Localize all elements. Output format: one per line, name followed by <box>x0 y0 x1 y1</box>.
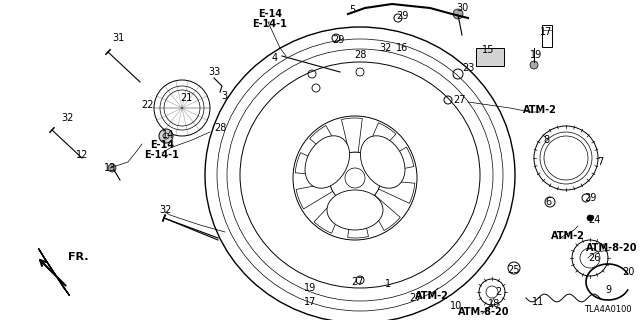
Text: 28: 28 <box>214 123 226 133</box>
Text: E-14-1: E-14-1 <box>253 19 287 29</box>
Text: E-14: E-14 <box>258 9 282 19</box>
Wedge shape <box>348 203 369 238</box>
Text: 4: 4 <box>272 53 278 63</box>
Text: 32: 32 <box>159 205 171 215</box>
Text: 3: 3 <box>221 91 227 101</box>
Text: 7: 7 <box>597 157 603 167</box>
Text: 13: 13 <box>104 163 116 173</box>
Text: 21: 21 <box>180 93 192 103</box>
Text: 29: 29 <box>332 35 344 45</box>
Text: 32: 32 <box>62 113 74 123</box>
Text: 15: 15 <box>482 45 494 55</box>
Wedge shape <box>296 183 333 209</box>
Text: 12: 12 <box>76 150 88 160</box>
Circle shape <box>108 164 116 172</box>
Bar <box>476 48 504 66</box>
Text: 27: 27 <box>410 293 422 303</box>
Text: 26: 26 <box>588 253 600 263</box>
Text: 23: 23 <box>462 63 474 73</box>
Text: 19: 19 <box>304 283 316 293</box>
Text: 24: 24 <box>588 215 600 225</box>
Text: 29: 29 <box>396 11 408 21</box>
Text: 31: 31 <box>112 33 124 43</box>
Text: E-14: E-14 <box>150 140 174 150</box>
Text: 17: 17 <box>540 27 552 37</box>
Text: 17: 17 <box>304 297 316 307</box>
Text: 18: 18 <box>488 299 500 309</box>
Text: 2: 2 <box>495 287 501 297</box>
Text: 27: 27 <box>454 95 467 105</box>
Text: FR.: FR. <box>68 252 88 262</box>
Wedge shape <box>314 197 345 233</box>
Ellipse shape <box>305 136 349 188</box>
Text: 14: 14 <box>162 130 174 140</box>
Text: 6: 6 <box>545 197 551 207</box>
Text: 32: 32 <box>379 43 391 53</box>
Text: E-14-1: E-14-1 <box>145 150 179 160</box>
Text: ATM-2: ATM-2 <box>551 231 585 241</box>
Text: 30: 30 <box>456 3 468 13</box>
Text: 19: 19 <box>530 50 542 60</box>
Text: 27: 27 <box>352 277 364 287</box>
Text: ATM-8-20: ATM-8-20 <box>586 243 637 253</box>
Wedge shape <box>342 118 362 153</box>
Text: 25: 25 <box>508 265 520 275</box>
Text: 9: 9 <box>605 285 611 295</box>
Text: 28: 28 <box>354 50 366 60</box>
Circle shape <box>587 215 593 221</box>
Wedge shape <box>365 123 396 159</box>
Text: 11: 11 <box>532 297 544 307</box>
Text: 29: 29 <box>584 193 596 203</box>
Text: 33: 33 <box>208 67 220 77</box>
Circle shape <box>530 61 538 69</box>
Circle shape <box>159 129 173 143</box>
Text: ATM-2: ATM-2 <box>415 291 449 301</box>
Text: 22: 22 <box>141 100 154 110</box>
Text: TLA4A0100: TLA4A0100 <box>584 306 632 315</box>
Text: ATM-8-20: ATM-8-20 <box>458 307 509 317</box>
Circle shape <box>453 9 463 19</box>
Ellipse shape <box>360 136 405 188</box>
Text: 8: 8 <box>543 135 549 145</box>
Text: 1: 1 <box>385 279 391 289</box>
Wedge shape <box>378 147 414 173</box>
Text: 10: 10 <box>450 301 462 311</box>
Text: ATM-2: ATM-2 <box>523 105 557 115</box>
Bar <box>542 25 552 47</box>
Text: 20: 20 <box>622 267 634 277</box>
Wedge shape <box>379 180 415 203</box>
Wedge shape <box>310 125 342 161</box>
Wedge shape <box>367 195 400 230</box>
Wedge shape <box>295 153 332 176</box>
Polygon shape <box>38 248 70 296</box>
Text: 16: 16 <box>396 43 408 53</box>
Text: 5: 5 <box>349 5 355 15</box>
Ellipse shape <box>327 190 383 230</box>
